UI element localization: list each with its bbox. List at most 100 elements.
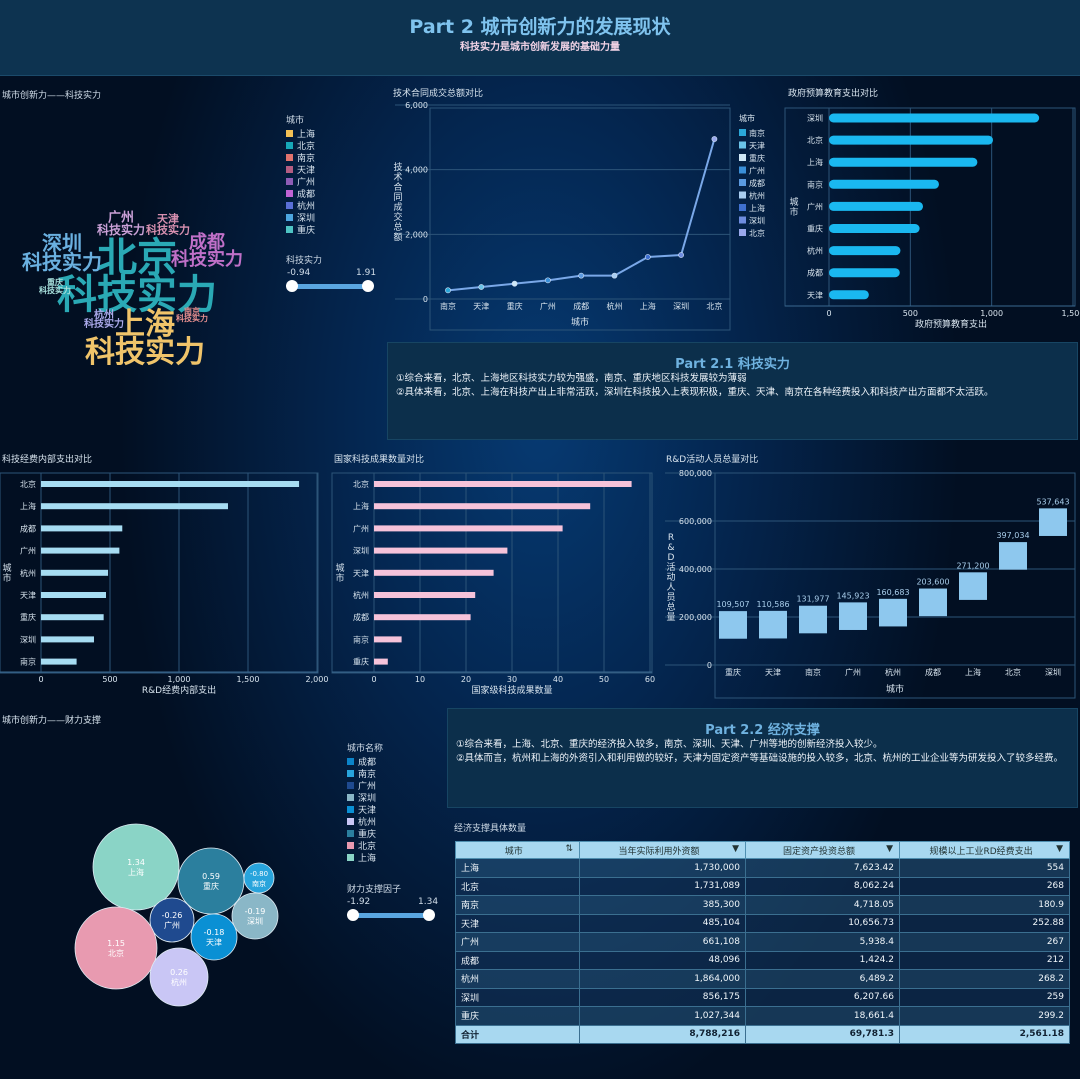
bar[interactable] xyxy=(829,268,900,278)
bar[interactable] xyxy=(374,481,632,487)
word[interactable]: 科技实力 xyxy=(39,286,71,295)
data-point[interactable] xyxy=(511,280,518,287)
bar[interactable] xyxy=(829,246,901,256)
word[interactable]: 深圳 xyxy=(42,231,82,255)
bar[interactable] xyxy=(374,658,388,665)
slider-handle-min[interactable] xyxy=(286,280,298,292)
legend-item[interactable]: 天津 xyxy=(347,803,376,816)
slider-handle-max[interactable] xyxy=(423,909,435,921)
word[interactable]: 上海 xyxy=(115,307,175,342)
range-slider[interactable] xyxy=(286,280,374,292)
bar[interactable] xyxy=(41,658,77,665)
word[interactable]: 科技实力 xyxy=(171,249,243,270)
word[interactable]: 科技实力 xyxy=(57,272,217,318)
slider-handle-min[interactable] xyxy=(347,909,359,921)
data-point[interactable] xyxy=(545,277,551,284)
legend-item[interactable]: 广州 xyxy=(286,175,315,188)
bar[interactable] xyxy=(41,636,94,643)
legend-item[interactable]: 深圳 xyxy=(286,211,315,224)
legend-item[interactable]: 重庆 xyxy=(347,827,376,840)
bar[interactable] xyxy=(919,588,947,617)
bubble[interactable] xyxy=(149,897,195,943)
column-header[interactable]: 规模以上工业RD经费支出 ▼ xyxy=(899,841,1070,859)
word[interactable]: 重庆 xyxy=(47,278,63,287)
bubble[interactable] xyxy=(177,847,245,915)
legend-label: 深圳 xyxy=(358,793,377,804)
data-point[interactable] xyxy=(445,287,451,294)
bar[interactable] xyxy=(41,525,123,532)
legend-item[interactable]: 成都 xyxy=(347,755,376,768)
column-header[interactable]: 固定资产投资总额 ▼ xyxy=(745,841,900,859)
word[interactable]: 成都 xyxy=(189,232,225,253)
legend-item[interactable]: 上海 xyxy=(347,851,376,864)
bar[interactable] xyxy=(374,547,508,554)
bar[interactable] xyxy=(41,481,300,487)
data-point[interactable] xyxy=(678,252,684,258)
bar[interactable] xyxy=(829,157,978,167)
bar[interactable] xyxy=(829,135,993,145)
data-point[interactable] xyxy=(578,272,585,279)
word[interactable]: 杭州 xyxy=(94,310,114,321)
data-point[interactable] xyxy=(644,254,651,260)
bubble[interactable] xyxy=(231,892,279,940)
bubble[interactable] xyxy=(149,947,209,1007)
bar[interactable] xyxy=(374,525,563,532)
bar[interactable] xyxy=(829,224,920,233)
bar[interactable] xyxy=(374,592,476,598)
bar[interactable] xyxy=(41,614,104,621)
bar[interactable] xyxy=(759,610,787,639)
bar[interactable] xyxy=(1039,508,1067,536)
legend-item[interactable]: 南京 xyxy=(286,151,315,164)
legend-item[interactable]: 成都 xyxy=(286,187,315,200)
bubble[interactable] xyxy=(74,906,158,990)
bar[interactable] xyxy=(41,503,228,510)
word[interactable]: 天津 xyxy=(157,212,179,226)
bar[interactable] xyxy=(829,113,1040,123)
word[interactable]: 科技实力 xyxy=(84,319,124,330)
data-point[interactable] xyxy=(478,284,485,290)
legend-item[interactable]: 北京 xyxy=(286,139,315,152)
bar[interactable] xyxy=(879,598,907,627)
data-point[interactable] xyxy=(711,136,718,142)
bar[interactable] xyxy=(374,503,591,510)
column-header[interactable]: 当年实际利用外资额 ▼ xyxy=(579,841,746,859)
bar[interactable] xyxy=(41,592,106,598)
word[interactable]: 科技实力 xyxy=(146,223,190,237)
legend-item[interactable]: 广州 xyxy=(347,779,376,792)
bar[interactable] xyxy=(839,602,867,630)
range-slider[interactable] xyxy=(347,909,435,921)
word[interactable]: 科技实力 xyxy=(176,314,208,323)
column-header-city[interactable]: 城市 ⇅ xyxy=(455,841,580,859)
word[interactable]: 科技实力 xyxy=(96,223,146,237)
legend-item[interactable]: 深圳 xyxy=(347,791,377,804)
bar[interactable] xyxy=(999,542,1027,570)
word[interactable]: 北京 xyxy=(97,235,177,281)
legend-item[interactable]: 南京 xyxy=(347,767,376,780)
bar[interactable] xyxy=(719,611,747,639)
bar[interactable] xyxy=(374,636,402,643)
bar[interactable] xyxy=(829,290,869,300)
legend-item[interactable]: 杭州 xyxy=(286,199,315,212)
bubble[interactable] xyxy=(92,823,180,911)
legend-item[interactable]: 天津 xyxy=(286,163,315,176)
word[interactable]: 科技实力 xyxy=(85,335,205,370)
bubble[interactable] xyxy=(190,913,238,961)
data-point[interactable] xyxy=(611,272,618,279)
bar[interactable] xyxy=(829,179,939,189)
bar[interactable] xyxy=(374,569,494,576)
legend-item[interactable]: 上海 xyxy=(286,127,315,140)
bar[interactable] xyxy=(799,605,827,634)
legend-item[interactable]: 杭州 xyxy=(347,815,376,828)
word[interactable]: 南京 xyxy=(184,307,200,316)
word[interactable]: 广州 xyxy=(107,210,135,226)
bar[interactable] xyxy=(829,201,924,211)
bar[interactable] xyxy=(374,614,471,621)
slider-handle-max[interactable] xyxy=(362,280,374,292)
legend-item[interactable]: 北京 xyxy=(347,839,376,852)
bar[interactable] xyxy=(959,572,987,600)
bar[interactable] xyxy=(41,547,120,554)
bubble[interactable] xyxy=(243,862,275,894)
word[interactable]: 科技实力 xyxy=(22,250,102,274)
bar[interactable] xyxy=(41,569,109,576)
legend-item[interactable]: 重庆 xyxy=(286,223,315,236)
